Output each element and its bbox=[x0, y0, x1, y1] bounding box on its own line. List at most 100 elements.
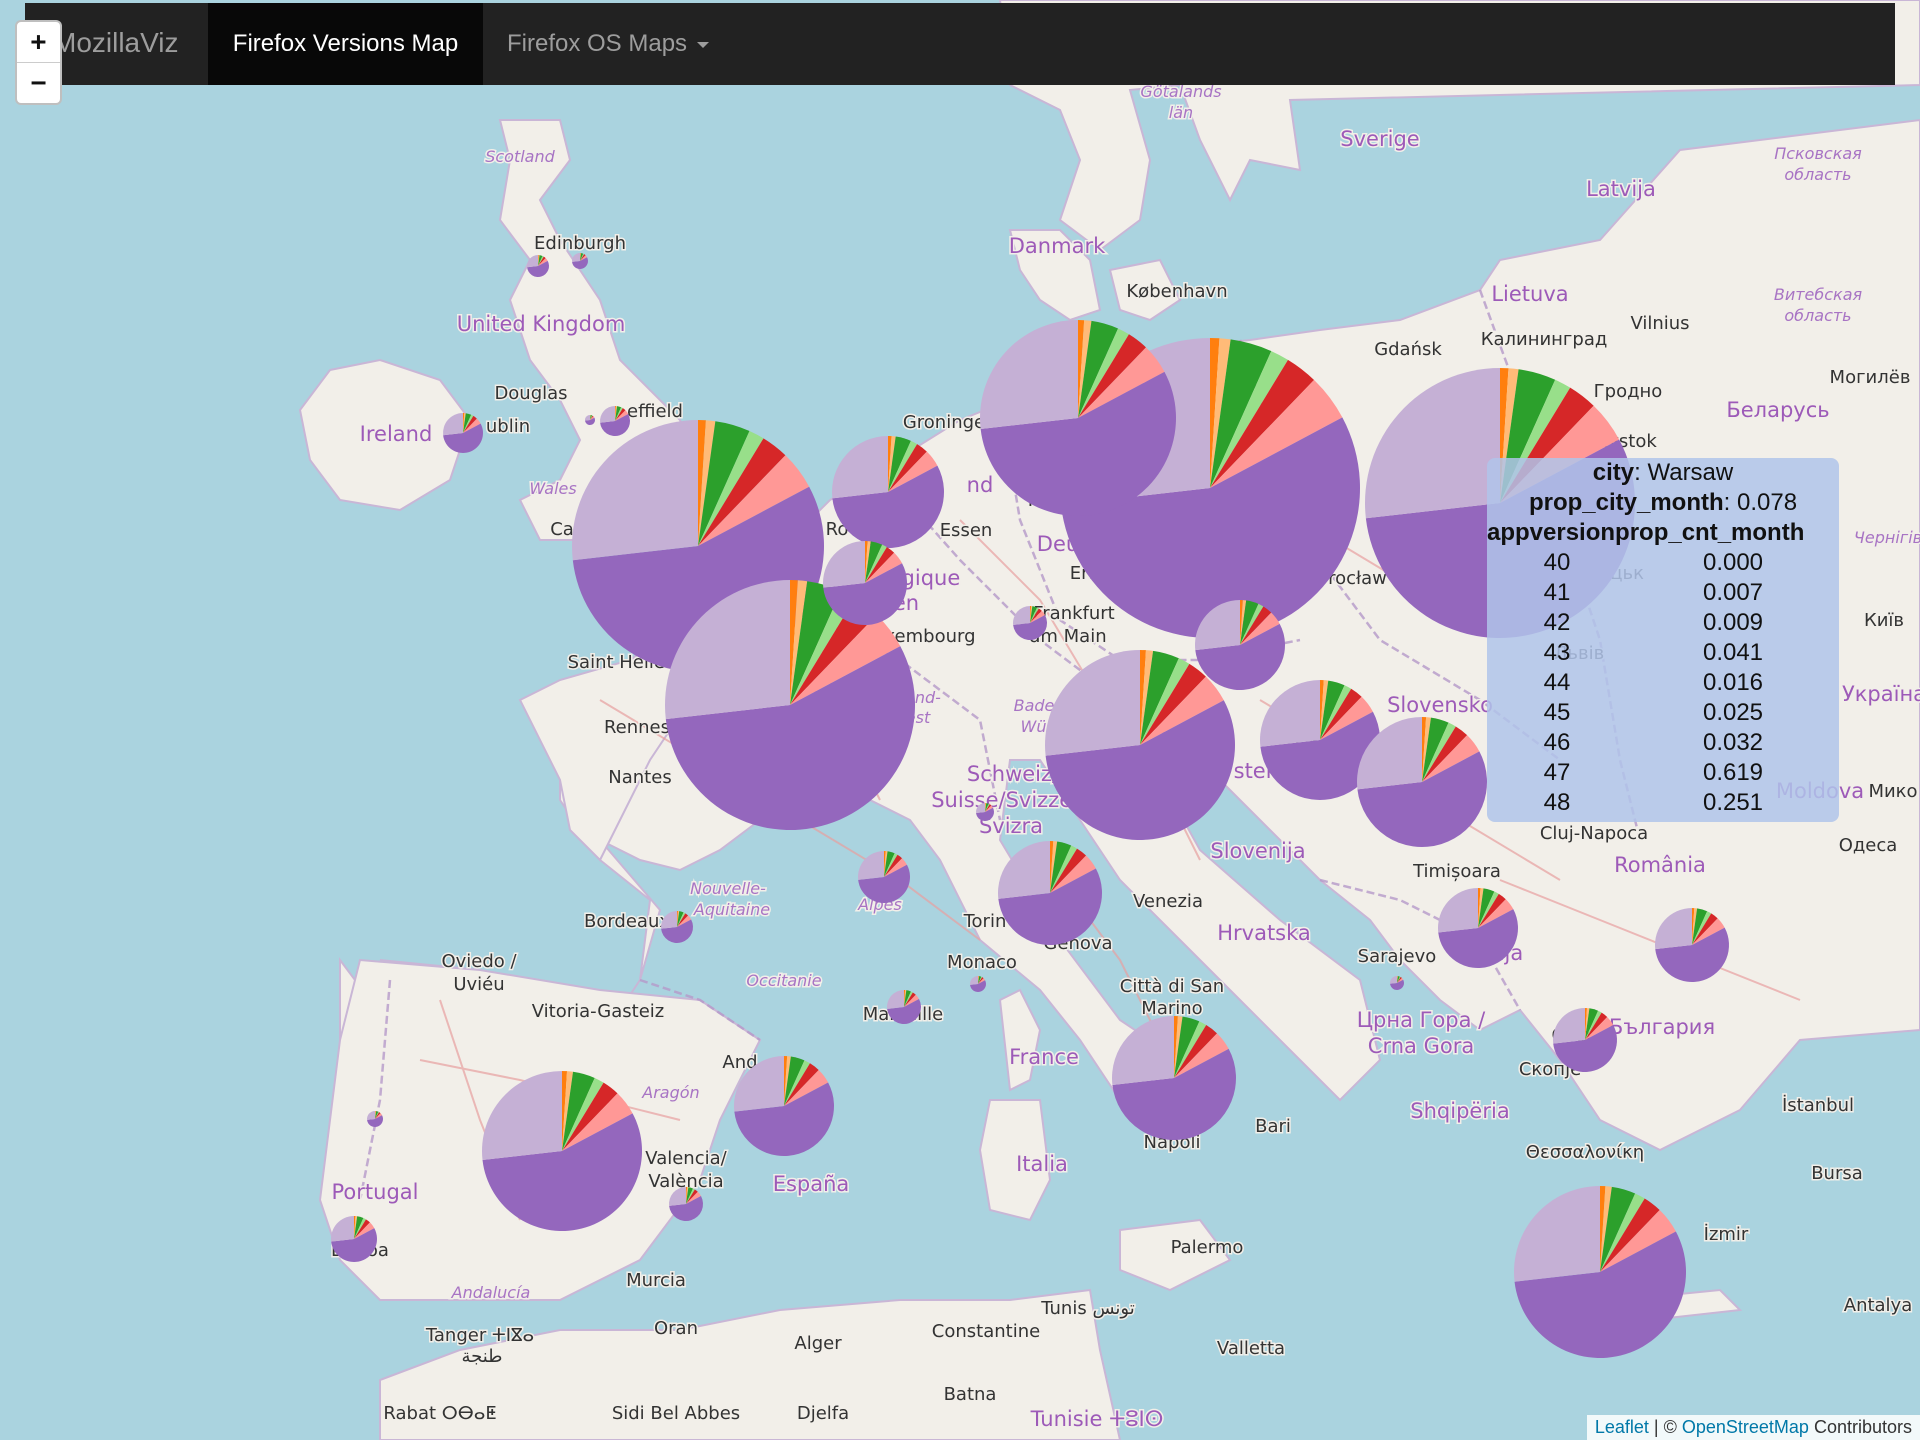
pie-slice bbox=[1320, 680, 1324, 740]
pie-slice bbox=[1030, 607, 1039, 623]
label-edinburgh: Edinburgh bbox=[534, 233, 626, 254]
city-pie-marker[interactable] bbox=[482, 1071, 643, 1231]
pie-slice bbox=[1240, 600, 1247, 645]
info-proportion: 0.032 bbox=[1702, 729, 1764, 756]
pie-slice bbox=[1078, 320, 1085, 418]
city-pie-marker[interactable] bbox=[1195, 600, 1285, 690]
city-pie-marker[interactable] bbox=[1013, 606, 1047, 641]
info-version: 42 bbox=[1543, 609, 1571, 636]
zoom-in-button[interactable]: + bbox=[30, 27, 47, 57]
city-pie-marker[interactable] bbox=[1552, 1008, 1617, 1073]
pie-slice bbox=[904, 990, 907, 1007]
label-belarus: Беларусь bbox=[1726, 398, 1829, 422]
pie-slice bbox=[482, 1071, 562, 1161]
pie-slice bbox=[1140, 650, 1154, 745]
city-pie-marker[interactable] bbox=[600, 406, 631, 436]
pie-slice bbox=[734, 1082, 835, 1157]
pie-slice bbox=[677, 913, 689, 927]
pie-slice bbox=[884, 853, 898, 877]
city-pie-marker[interactable] bbox=[1438, 888, 1518, 968]
pie-slice bbox=[1078, 320, 1092, 418]
pie-slice bbox=[1478, 899, 1514, 928]
city-pie-marker[interactable] bbox=[969, 976, 986, 992]
city-pie-marker[interactable] bbox=[734, 1056, 835, 1157]
pie-slice bbox=[1692, 908, 1695, 945]
pie-slice bbox=[1478, 891, 1499, 928]
city-pie-marker[interactable] bbox=[1357, 717, 1487, 848]
pie-slice bbox=[1174, 1025, 1218, 1078]
info-proportion: 0.000 bbox=[1702, 549, 1764, 576]
city-pie-marker[interactable] bbox=[367, 1111, 383, 1127]
leaflet-link[interactable]: Leaflet bbox=[1594, 1417, 1649, 1437]
info-version: 45 bbox=[1543, 699, 1571, 726]
dropdown-firefox-os-maps[interactable]: Firefox OS Maps bbox=[507, 3, 710, 85]
label-aquitaine: Aquitaine bbox=[693, 900, 770, 919]
pie-slice bbox=[1240, 600, 1259, 645]
pie-slice bbox=[615, 407, 623, 421]
label-nouvelle-aquitaine: Nouvelle- bbox=[690, 879, 766, 898]
pie-slice bbox=[482, 1113, 643, 1231]
pie-slice bbox=[1600, 1186, 1636, 1272]
city-pie-marker[interactable] bbox=[822, 541, 907, 625]
pie-slice bbox=[985, 803, 989, 812]
label-bursa: Bursa bbox=[1811, 1163, 1863, 1184]
brand-link[interactable]: MozillaViz bbox=[53, 27, 179, 58]
city-pie-marker[interactable] bbox=[661, 911, 694, 944]
pie-slice bbox=[1478, 888, 1484, 928]
city-pie-marker[interactable] bbox=[669, 1187, 703, 1222]
pie-slice bbox=[998, 868, 1103, 946]
pie-slice bbox=[1585, 1012, 1608, 1040]
pie-slice bbox=[375, 1111, 380, 1119]
city-pie-marker[interactable] bbox=[1112, 1016, 1236, 1141]
info-proportion: 0.016 bbox=[1702, 669, 1764, 696]
city-pie-marker[interactable] bbox=[1389, 976, 1405, 990]
pie-slice bbox=[562, 1093, 633, 1151]
city-pie-marker[interactable] bbox=[443, 412, 484, 454]
pie-slice bbox=[1478, 893, 1506, 928]
label-essen: Essen bbox=[940, 520, 993, 541]
pie-slice bbox=[1585, 1008, 1590, 1040]
city-pie-marker[interactable] bbox=[1045, 650, 1236, 841]
pie-slice bbox=[1240, 612, 1280, 645]
pie-slice bbox=[1112, 1016, 1174, 1085]
label-bade: Bade bbox=[1014, 696, 1055, 715]
label-shqiperia: Shqipëria bbox=[1410, 1099, 1509, 1123]
city-pie-marker[interactable] bbox=[585, 415, 595, 426]
city-pie-marker[interactable] bbox=[1514, 1186, 1687, 1358]
label-groningen: Groninge bbox=[903, 412, 985, 433]
city-pie-marker[interactable] bbox=[976, 803, 995, 822]
pie-slice bbox=[857, 851, 884, 880]
city-pie-marker[interactable] bbox=[832, 436, 944, 548]
city-pie-marker[interactable] bbox=[980, 320, 1176, 516]
pie-slice bbox=[354, 1216, 356, 1239]
city-pie-marker[interactable] bbox=[1260, 680, 1380, 800]
label-marino: Marino bbox=[1141, 998, 1202, 1019]
pie-slice bbox=[1013, 614, 1047, 641]
city-pie-marker[interactable] bbox=[1654, 908, 1730, 982]
zoom-out-button[interactable]: − bbox=[17, 62, 60, 103]
city-pie-marker[interactable] bbox=[571, 253, 588, 269]
osm-link[interactable]: OpenStreetMap bbox=[1681, 1417, 1809, 1437]
label-svizra: Svizra bbox=[979, 814, 1043, 838]
label-venezia: Venezia bbox=[1133, 891, 1203, 912]
pie-slice bbox=[1260, 711, 1380, 800]
pie-slice bbox=[1240, 600, 1243, 645]
pie-slice bbox=[538, 258, 548, 266]
city-pie-marker[interactable] bbox=[886, 990, 922, 1024]
label-danmark: Danmark bbox=[1009, 234, 1106, 258]
city-pie-marker[interactable] bbox=[998, 841, 1103, 946]
pie-slice bbox=[1210, 338, 1231, 488]
pie-slice bbox=[888, 440, 918, 492]
city-pie-marker[interactable] bbox=[665, 580, 915, 831]
pie-slice bbox=[1210, 339, 1272, 488]
pie-slice bbox=[600, 406, 615, 423]
pie-slice bbox=[1195, 623, 1285, 690]
tab-firefox-versions-map[interactable]: Firefox Versions Map bbox=[208, 3, 483, 85]
pie-slice bbox=[904, 990, 906, 1007]
info-proportion: 0.025 bbox=[1702, 699, 1764, 726]
pie-slice bbox=[888, 436, 911, 492]
city-pie-marker[interactable] bbox=[857, 851, 911, 903]
pie-slice bbox=[822, 541, 865, 588]
city-pie-marker[interactable] bbox=[527, 255, 549, 277]
city-pie-marker[interactable] bbox=[331, 1216, 378, 1263]
